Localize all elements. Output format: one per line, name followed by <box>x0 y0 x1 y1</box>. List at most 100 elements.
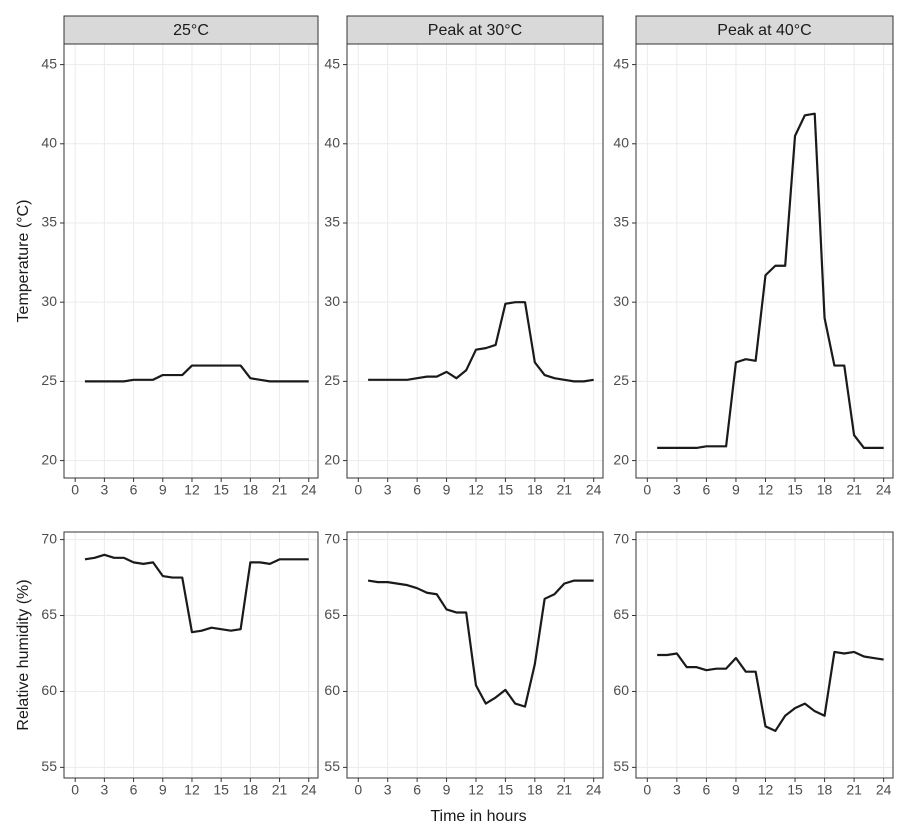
x-tick-label: 15 <box>498 782 514 798</box>
x-tick-label: 6 <box>130 482 138 498</box>
data-line <box>657 112 884 450</box>
x-tick-label: 18 <box>527 782 543 798</box>
x-tick-label: 0 <box>71 782 79 798</box>
x-tick-label: 24 <box>301 482 317 498</box>
x-tick-label: 21 <box>272 482 288 498</box>
x-tick-label: 0 <box>354 482 362 498</box>
y-tick-label: 30 <box>41 293 57 309</box>
x-tick-label: 12 <box>758 782 774 798</box>
y-tick-label: 45 <box>613 55 629 71</box>
y-axis-title: Relative humidity (%) <box>15 579 32 730</box>
x-tick-label: 3 <box>673 482 681 498</box>
x-tick-label: 15 <box>787 482 803 498</box>
data-line <box>84 364 309 383</box>
y-tick-label: 25 <box>613 372 629 388</box>
y-tick-label: 35 <box>613 214 629 230</box>
x-tick-label: 12 <box>184 482 200 498</box>
data-line <box>84 553 309 634</box>
data-line <box>657 650 884 733</box>
x-tick-label: 15 <box>213 782 229 798</box>
x-tick-label: 3 <box>384 482 392 498</box>
y-tick-label: 45 <box>324 55 340 71</box>
x-tick-label: 9 <box>159 782 167 798</box>
y-tick-label: 70 <box>324 530 340 546</box>
panel-background <box>64 44 318 478</box>
x-tick-label: 24 <box>586 482 602 498</box>
data-line <box>368 301 594 383</box>
strip <box>346 15 604 45</box>
strip <box>635 15 894 45</box>
x-tick-label: 9 <box>443 482 451 498</box>
x-tick-label: 24 <box>586 782 602 798</box>
y-tick-label: 40 <box>613 134 629 150</box>
x-axis-title: Time in hours <box>430 808 526 825</box>
panel-border <box>63 531 319 779</box>
y-axis-title: Temperature (°C) <box>15 200 32 323</box>
x-tick-label: 24 <box>876 782 892 798</box>
x-tick-label: 9 <box>159 482 167 498</box>
x-tick-label: 6 <box>413 782 421 798</box>
y-tick-label: 40 <box>41 134 57 150</box>
strip <box>63 15 319 45</box>
x-tick-label: 18 <box>243 782 259 798</box>
x-tick-label: 12 <box>468 482 484 498</box>
x-tick-label: 18 <box>817 782 833 798</box>
x-tick-label: 0 <box>71 482 79 498</box>
y-tick-label: 35 <box>324 214 340 230</box>
x-tick-label: 0 <box>643 482 651 498</box>
y-tick-label: 70 <box>613 530 629 546</box>
panel-border <box>346 531 604 779</box>
x-tick-label: 9 <box>732 782 740 798</box>
x-tick-label: 0 <box>354 782 362 798</box>
y-tick-label: 65 <box>41 606 57 622</box>
y-tick-label: 60 <box>324 682 340 698</box>
y-tick-label: 20 <box>613 451 629 467</box>
y-tick-label: 20 <box>41 451 57 467</box>
x-tick-label: 24 <box>876 482 892 498</box>
x-tick-label: 0 <box>643 782 651 798</box>
x-tick-label: 9 <box>443 782 451 798</box>
x-tick-label: 6 <box>703 782 711 798</box>
x-tick-label: 6 <box>130 782 138 798</box>
y-tick-label: 55 <box>41 758 57 774</box>
panel-border <box>635 531 894 779</box>
x-tick-label: 15 <box>213 482 229 498</box>
x-tick-label: 3 <box>384 782 392 798</box>
y-tick-label: 30 <box>613 293 629 309</box>
y-tick-label: 45 <box>41 55 57 71</box>
strip-label: Peak at 30°C <box>428 22 522 39</box>
x-tick-label: 18 <box>527 482 543 498</box>
x-tick-label: 9 <box>732 482 740 498</box>
x-tick-label: 6 <box>703 482 711 498</box>
x-tick-label: 24 <box>301 782 317 798</box>
x-tick-label: 3 <box>100 482 108 498</box>
y-tick-label: 35 <box>41 214 57 230</box>
x-tick-label: 12 <box>468 782 484 798</box>
x-tick-label: 21 <box>556 482 572 498</box>
panel-background <box>347 532 603 778</box>
x-tick-label: 21 <box>846 782 862 798</box>
x-tick-label: 15 <box>787 782 803 798</box>
x-tick-label: 12 <box>758 482 774 498</box>
strip-label: 25°C <box>173 22 209 39</box>
x-tick-label: 6 <box>413 482 421 498</box>
x-tick-label: 18 <box>817 482 833 498</box>
panel-background <box>347 44 603 478</box>
x-tick-label: 15 <box>498 482 514 498</box>
y-tick-label: 30 <box>324 293 340 309</box>
x-tick-label: 21 <box>556 782 572 798</box>
y-tick-label: 25 <box>41 372 57 388</box>
y-tick-label: 60 <box>613 682 629 698</box>
y-tick-label: 40 <box>324 134 340 150</box>
strip-label: Peak at 40°C <box>717 22 811 39</box>
y-tick-label: 65 <box>324 606 340 622</box>
y-tick-label: 20 <box>324 451 340 467</box>
y-tick-label: 55 <box>324 758 340 774</box>
y-tick-label: 60 <box>41 682 57 698</box>
x-tick-label: 12 <box>184 782 200 798</box>
x-tick-label: 21 <box>272 782 288 798</box>
x-tick-label: 3 <box>673 782 681 798</box>
y-tick-label: 65 <box>613 606 629 622</box>
data-line <box>367 579 594 708</box>
